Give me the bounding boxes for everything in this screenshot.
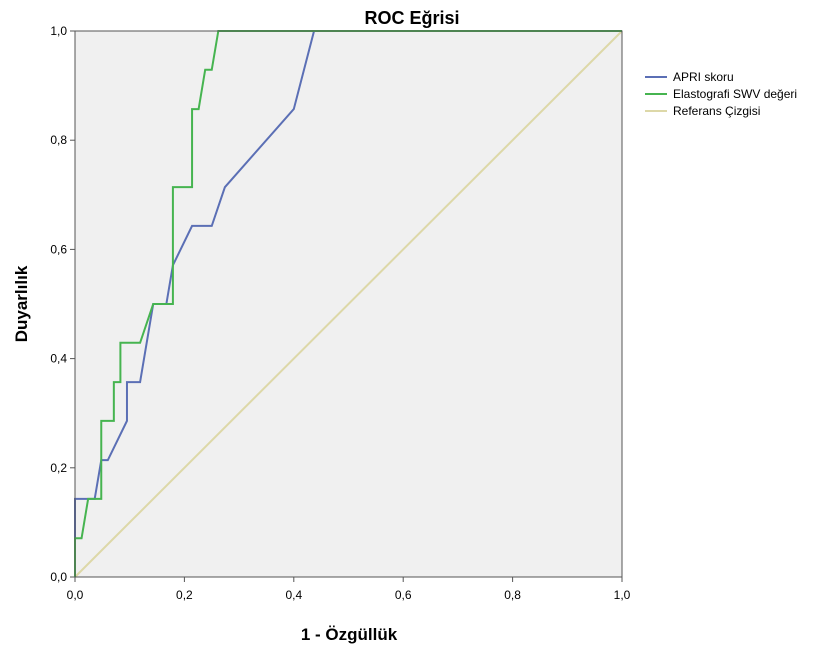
legend-label: Elastografi SWV değeri [673,87,797,101]
axis-ticks: 0,0 0,2 0,4 0,6 0,8 1,0 0,0 0,2 0,4 0,6 0,8 1,0 [50,24,630,602]
y-tick-label: 0,8 [50,133,67,147]
y-tick-label: 0,2 [50,461,67,475]
legend-label: Referans Çizgisi [673,104,760,118]
y-tick-label: 0,4 [50,352,67,366]
x-tick-label: 0,6 [395,588,412,602]
legend-label: APRI skoru [673,70,734,84]
plot-frame [74,30,623,578]
series-line-2 [74,30,623,578]
x-tick-label: 0,8 [504,588,521,602]
x-tick-label: 0,0 [67,588,84,602]
y-tick-label: 0,0 [50,570,67,584]
series-line-1 [74,30,622,577]
x-tick-label: 1,0 [614,588,631,602]
y-tick-label: 0,6 [50,242,67,256]
x-tick-label: 0,2 [176,588,193,602]
y-axis-label: Duyarlılık [12,265,31,342]
legend: APRI skoru Elastografi SWV değeri Referans… [645,70,797,118]
y-tick-label: 1,0 [50,24,67,38]
x-axis-label: 1 - Özgüllük [301,625,398,644]
series-lines [74,30,623,578]
x-tick-label: 0,4 [285,588,302,602]
chart-title: ROC Eğrisi [364,8,459,28]
